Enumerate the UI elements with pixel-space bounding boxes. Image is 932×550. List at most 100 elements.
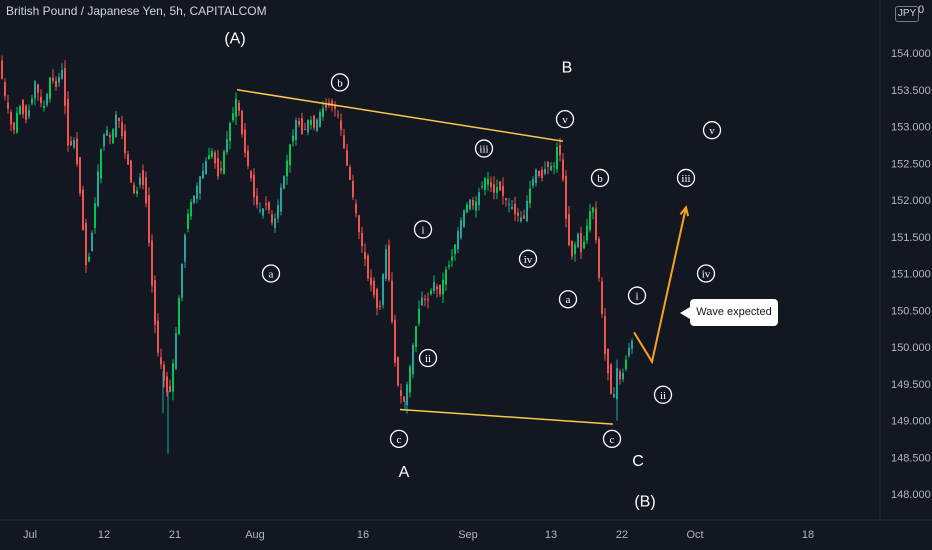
- wave-label: (B): [634, 493, 655, 510]
- wave-label: v: [562, 114, 568, 126]
- wave-label: ii: [425, 353, 431, 365]
- candle-body: [10, 112, 12, 125]
- candle-body: [385, 249, 387, 279]
- currency-top-value: 0: [918, 4, 925, 16]
- candle-body: [568, 214, 570, 246]
- candle-body: [622, 372, 624, 380]
- candle-body: [145, 177, 147, 204]
- x-tick-label: Oct: [686, 529, 703, 541]
- candle-body: [28, 110, 30, 117]
- candle-body: [409, 366, 411, 393]
- wave-label: B: [562, 60, 573, 77]
- candle-body: [139, 177, 141, 185]
- candle-body: [4, 82, 6, 96]
- candle-body: [1, 60, 3, 79]
- wave-expected-callout: Wave expected: [680, 299, 778, 326]
- wave-label-circle: [389, 429, 409, 449]
- candle-body: [244, 129, 246, 153]
- wave-label: iii: [681, 173, 690, 185]
- wave-label-circle: [653, 385, 673, 404]
- wave-label: (A): [224, 30, 245, 47]
- candle-body: [523, 215, 525, 219]
- candle-body: [376, 289, 378, 309]
- candle-body: [79, 157, 81, 194]
- candle-body: [247, 150, 249, 166]
- candle-body: [265, 203, 267, 205]
- candle-body: [472, 200, 474, 206]
- candle-body: [172, 363, 174, 392]
- candle-body: [595, 208, 597, 240]
- candle-body: [505, 198, 507, 200]
- candle-body: [526, 200, 528, 222]
- candle-body: [361, 232, 363, 247]
- wave-label: iv: [702, 269, 711, 281]
- wave-label-circle: [261, 264, 281, 283]
- candle-body: [382, 274, 384, 305]
- wave-label-circle: [474, 139, 494, 158]
- currency-badge[interactable]: JPY: [895, 6, 919, 22]
- candle-body: [571, 240, 573, 257]
- candle-body: [478, 192, 480, 205]
- candle-body: [34, 81, 36, 99]
- candle-body: [178, 298, 180, 335]
- x-tick-label: 13: [545, 529, 557, 541]
- candle-body: [67, 98, 69, 146]
- candle-body: [529, 188, 531, 204]
- y-tick-label: 152.000: [891, 195, 931, 207]
- wave-label-circle: [558, 290, 578, 309]
- candle-body: [253, 174, 255, 198]
- candle-body: [118, 117, 120, 122]
- y-tick-label: 152.500: [891, 158, 931, 170]
- candle-body: [88, 256, 90, 262]
- candle-body: [100, 148, 102, 179]
- candle-body: [301, 118, 303, 134]
- candle-body: [55, 80, 57, 87]
- candle-body: [250, 171, 252, 179]
- candle-body: [241, 110, 243, 135]
- candle-body: [280, 187, 282, 212]
- candle-body: [214, 152, 216, 164]
- candle-body: [238, 102, 240, 111]
- candle-body: [412, 344, 414, 375]
- candle-body: [322, 108, 324, 117]
- candle-body: [232, 113, 234, 121]
- candle-body: [484, 178, 486, 190]
- candle-body: [97, 171, 99, 207]
- wave-label: i: [635, 291, 638, 303]
- candle-body: [430, 290, 432, 295]
- candle-body: [373, 280, 375, 296]
- y-tick-label: 153.500: [891, 85, 931, 97]
- candle-body: [436, 286, 438, 290]
- y-tick-label: 150.000: [891, 342, 931, 354]
- candle-body: [607, 348, 609, 374]
- x-tick-label: 18: [802, 529, 814, 541]
- y-tick-label: 148.000: [891, 489, 931, 501]
- candle-body: [112, 129, 114, 144]
- candle-body: [22, 100, 24, 115]
- candle-body: [493, 184, 495, 193]
- candle-body: [457, 231, 459, 250]
- candle-body: [106, 130, 108, 136]
- candle-body: [370, 277, 372, 286]
- candle-body: [190, 201, 192, 217]
- candle-body: [400, 390, 402, 396]
- candle-body: [25, 105, 27, 120]
- candle-body: [115, 114, 117, 137]
- candle-body: [130, 160, 132, 183]
- candle-body: [223, 151, 225, 174]
- candle-body: [184, 235, 186, 262]
- candle-body: [625, 359, 627, 370]
- candle-body: [367, 255, 369, 279]
- candle-body: [124, 130, 126, 154]
- candle-body: [37, 84, 39, 93]
- candle-body: [46, 94, 48, 106]
- candle-body: [346, 150, 348, 166]
- candle-body: [292, 135, 294, 142]
- candle-body: [403, 396, 405, 402]
- y-tick-label: 153.000: [891, 122, 931, 134]
- candle-body: [481, 186, 483, 188]
- candle-body: [613, 394, 615, 398]
- wave-label-circle: [518, 249, 538, 268]
- candle-body: [349, 167, 351, 180]
